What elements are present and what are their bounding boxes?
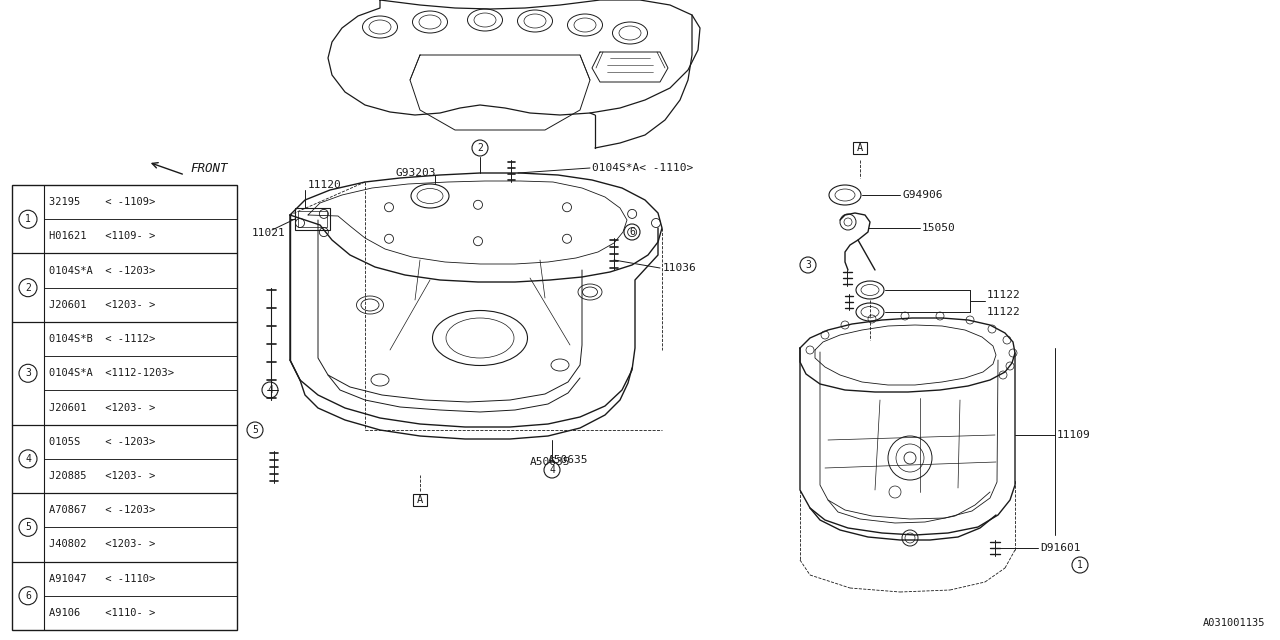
Text: A: A: [856, 143, 863, 153]
Text: 11122: 11122: [987, 307, 1020, 317]
Text: A91047   < -1110>: A91047 < -1110>: [49, 573, 155, 584]
Text: 6: 6: [628, 227, 635, 237]
Text: 32195    < -1109>: 32195 < -1109>: [49, 197, 155, 207]
Bar: [852, 142, 867, 154]
Text: J20601   <1203- >: J20601 <1203- >: [49, 403, 155, 413]
Text: 1: 1: [1076, 560, 1083, 570]
Text: 4: 4: [26, 454, 31, 464]
Text: 5: 5: [252, 425, 259, 435]
Text: A50635: A50635: [530, 457, 571, 467]
Bar: [298, 211, 326, 227]
Text: A: A: [417, 495, 424, 505]
Text: J40802   <1203- >: J40802 <1203- >: [49, 540, 155, 549]
Text: G94906: G94906: [902, 190, 942, 200]
Text: 2: 2: [26, 283, 31, 292]
Text: 0104S*A  < -1203>: 0104S*A < -1203>: [49, 266, 155, 276]
Text: A9106    <1110- >: A9106 <1110- >: [49, 608, 155, 618]
Text: A50635: A50635: [548, 455, 589, 465]
Text: H01621   <1109- >: H01621 <1109- >: [49, 231, 155, 241]
Bar: [413, 494, 428, 506]
Text: 3: 3: [26, 368, 31, 378]
Text: 5: 5: [26, 522, 31, 532]
Text: 11036: 11036: [663, 263, 696, 273]
Text: 0105S    < -1203>: 0105S < -1203>: [49, 436, 155, 447]
Text: 3: 3: [805, 260, 812, 270]
Text: 4: 4: [268, 385, 273, 395]
Text: 0104S*B  < -1112>: 0104S*B < -1112>: [49, 334, 155, 344]
Text: 1: 1: [26, 214, 31, 224]
Text: 2: 2: [477, 143, 483, 153]
Text: 0104S*A< -1110>: 0104S*A< -1110>: [593, 163, 694, 173]
Text: 11109: 11109: [1057, 430, 1091, 440]
Bar: [12, 185, 237, 630]
Text: A031001135: A031001135: [1202, 618, 1265, 628]
Text: 6: 6: [26, 591, 31, 601]
Text: FRONT: FRONT: [189, 161, 228, 175]
Text: A70867   < -1203>: A70867 < -1203>: [49, 505, 155, 515]
Text: 11021: 11021: [252, 228, 285, 238]
Text: 11122: 11122: [987, 290, 1020, 300]
Text: 15050: 15050: [922, 223, 956, 233]
Text: G93203: G93203: [396, 168, 435, 178]
Text: 11120: 11120: [308, 180, 342, 190]
Bar: [294, 208, 330, 230]
Text: J20885   <1203- >: J20885 <1203- >: [49, 471, 155, 481]
Text: 0104S*A  <1112-1203>: 0104S*A <1112-1203>: [49, 368, 174, 378]
Text: J20601   <1203- >: J20601 <1203- >: [49, 300, 155, 310]
Text: 4: 4: [549, 465, 556, 475]
Text: D91601: D91601: [1039, 543, 1080, 553]
